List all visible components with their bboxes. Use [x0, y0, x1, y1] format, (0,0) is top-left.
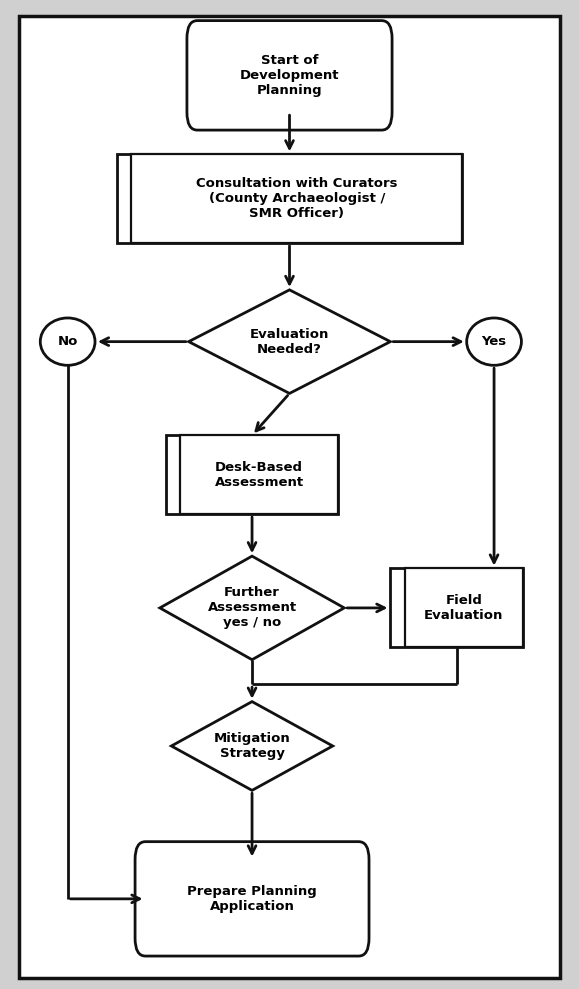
Text: Start of
Development
Planning: Start of Development Planning [240, 53, 339, 97]
Text: Field
Evaluation: Field Evaluation [424, 594, 504, 622]
Bar [405, 569, 523, 648]
Ellipse shape [467, 318, 522, 365]
Text: Yes: Yes [482, 335, 507, 348]
Polygon shape [171, 701, 333, 790]
Bar [116, 154, 463, 243]
Text: Desk-Based
Assessment: Desk-Based Assessment [215, 461, 304, 489]
Text: Prepare Planning
Application: Prepare Planning Application [187, 885, 317, 913]
Bar [131, 154, 463, 243]
Text: Evaluation
Needed?: Evaluation Needed? [250, 327, 329, 356]
Bar [180, 435, 339, 514]
Text: Further
Assessment
yes / no: Further Assessment yes / no [207, 586, 296, 629]
Text: Consultation with Curators
(County Archaeologist /
SMR Officer): Consultation with Curators (County Archa… [196, 177, 397, 221]
Polygon shape [189, 290, 390, 394]
FancyBboxPatch shape [19, 16, 560, 978]
Bar [390, 569, 523, 648]
Text: Mitigation
Strategy: Mitigation Strategy [214, 732, 291, 760]
Text: No: No [57, 335, 78, 348]
FancyBboxPatch shape [187, 21, 392, 131]
FancyBboxPatch shape [135, 842, 369, 956]
Bar [166, 435, 339, 514]
Ellipse shape [41, 318, 95, 365]
Polygon shape [160, 556, 345, 660]
